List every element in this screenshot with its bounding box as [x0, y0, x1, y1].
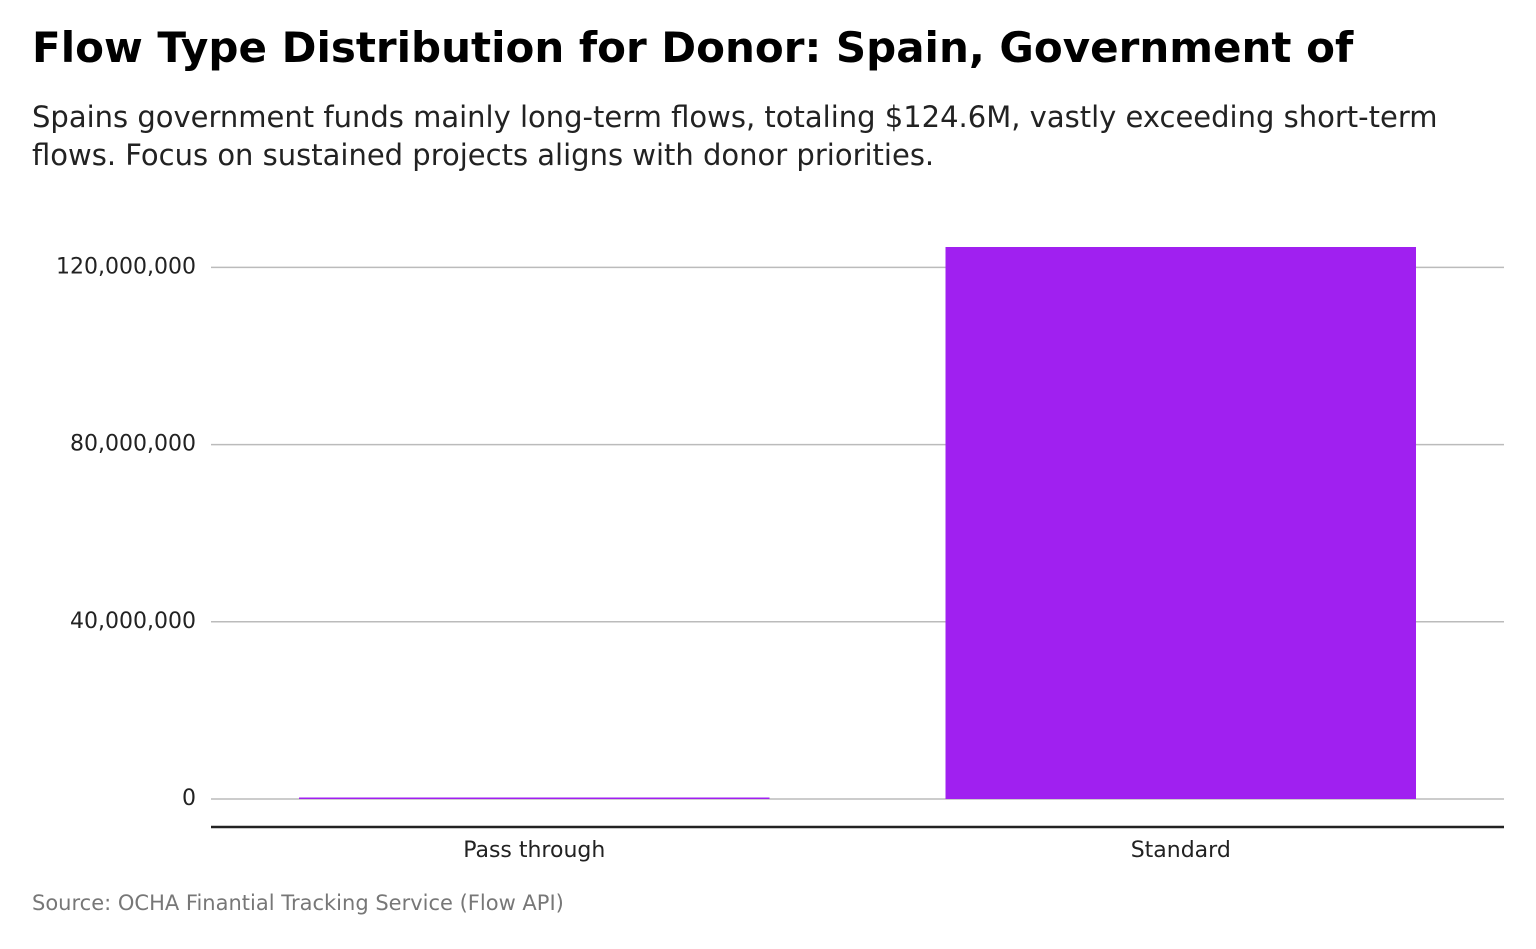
bars: [299, 247, 1416, 799]
x-tick-label: Pass through: [463, 838, 605, 863]
source-note: Source: OCHA Finantial Tracking Service …: [32, 891, 564, 915]
y-axis-ticks: 0 40,000,000 80,000,000 120,000,000: [56, 254, 196, 811]
y-tick-label: 0: [182, 786, 196, 811]
chart-subtitle: Spains government funds mainly long-term…: [32, 100, 1438, 172]
y-tick-label: 40,000,000: [70, 609, 196, 634]
chart-title: Flow Type Distribution for Donor: Spain,…: [32, 23, 1354, 72]
x-axis-ticks: Pass through Standard: [463, 838, 1231, 863]
x-tick-label: Standard: [1131, 838, 1231, 863]
y-tick-label: 80,000,000: [70, 432, 196, 457]
y-tick-label: 120,000,000: [56, 254, 196, 279]
bar-pass-through: [299, 797, 770, 799]
bar-standard: [945, 247, 1416, 799]
